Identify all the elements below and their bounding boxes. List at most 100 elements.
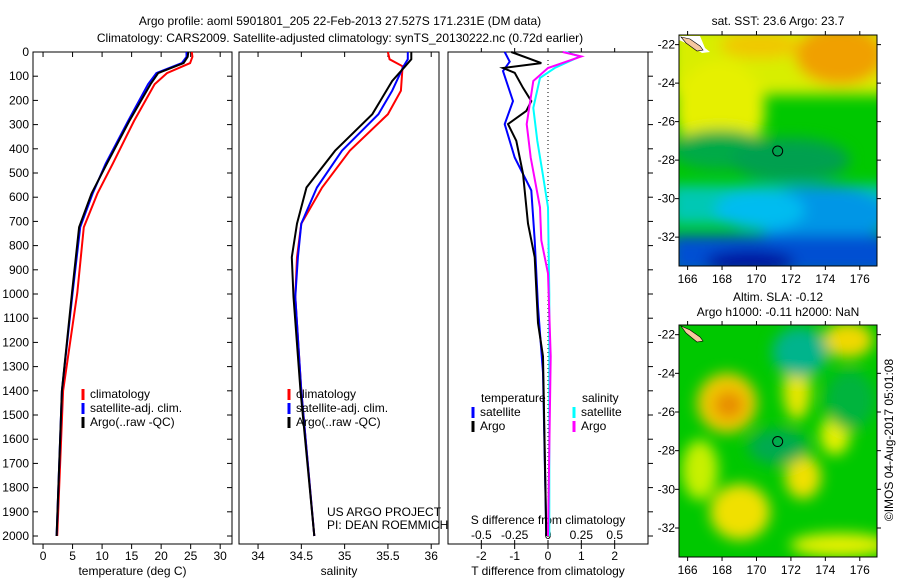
- credit-line-1: US ARGO PROJECT: [327, 505, 442, 519]
- series-argo-raw-qc-: [290, 52, 413, 537]
- lat-tick-label: -26: [658, 115, 676, 129]
- series-argo-raw-qc-: [55, 51, 190, 537]
- plot-frame: [32, 51, 233, 545]
- series-satellite-adj-clim-: [55, 52, 188, 537]
- lat-tick-label: -28: [658, 444, 676, 458]
- x-axis-label: temperature (deg C): [78, 564, 186, 578]
- s-tick-label: 0.25: [570, 528, 594, 542]
- panel-salinity: 34 34.5 35 35.5 36 salinity climatologysatelli…: [238, 51, 440, 578]
- s-tick-label: 0.5: [606, 528, 623, 542]
- sst-field: [679, 35, 877, 266]
- sla-map: Altim. SLA: -0.12 Argo h1000: -0.11 h200…: [658, 290, 881, 577]
- s-tick-label: -0.25: [501, 528, 529, 542]
- y-tick-label: 100: [9, 69, 29, 83]
- series-temperature-satellite: [501, 51, 548, 537]
- lat-tick-label: -28: [658, 153, 676, 167]
- lon-tick-label: 166: [678, 272, 698, 286]
- y-tick-label: 1600: [2, 432, 29, 446]
- legend-label: satellite: [480, 405, 521, 419]
- profile-location-marker: [772, 436, 784, 448]
- lat-tick-label: -24: [658, 76, 676, 90]
- y-tick-label: 1100: [3, 311, 29, 325]
- x-tick-label: 15: [125, 549, 139, 563]
- lat-tick-label: -24: [658, 366, 676, 380]
- profile-panels: 0100200300400500600700800900100011001200…: [2, 45, 653, 578]
- x-tick-label: 0: [545, 549, 552, 563]
- x-tick-label: 1: [578, 549, 585, 563]
- y-tick-label: 400: [9, 142, 29, 156]
- legend-label: satellite: [581, 405, 622, 419]
- y-tick-label: 1500: [2, 408, 29, 422]
- sla-map-title: Altim. SLA: -0.12: [733, 290, 823, 304]
- x-tick-label: 10: [95, 549, 109, 563]
- credit-line-2: PI: DEAN ROEMMICH: [327, 518, 448, 532]
- y-tick-label: 2000: [2, 529, 29, 543]
- title-line-1: Argo profile: aoml 5901801_205 22-Feb-20…: [139, 14, 541, 28]
- plot-frame: [238, 51, 440, 545]
- y-tick-label: 1900: [2, 505, 29, 519]
- y-tick-label: 1700: [2, 456, 29, 470]
- lon-tick-label: 166: [678, 563, 698, 577]
- x-tick-label: 0: [40, 549, 47, 563]
- y-tick-label: 1300: [2, 360, 29, 374]
- series-salinity-satellite: [532, 51, 583, 536]
- lat-tick-label: -30: [658, 482, 676, 496]
- legend-label: climatology: [90, 387, 150, 401]
- y-tick-label: 800: [9, 239, 29, 253]
- sst-map: sat. SST: 23.6 Argo: 23.7 166 168 170 172 17…: [658, 14, 881, 286]
- y-tick-label: 600: [9, 190, 29, 204]
- x-tick-label: -1: [509, 549, 520, 563]
- s-tick-label: -0.5: [471, 528, 492, 542]
- lon-tick-label: 170: [746, 563, 766, 577]
- imos-timestamp: ©IMOS 04-Aug-2017 05:01:08: [882, 359, 896, 522]
- sla-map-axes: 166 168 170 172 174 176 -22 -24 -26 -28 -30 -32: [658, 321, 881, 577]
- sst-map-axes: 166 168 170 172 174 176 -22 -24 -26 -28 -30 -32: [658, 31, 881, 286]
- x-tick-label: 30: [214, 549, 228, 563]
- x-tick-label: 35.5: [376, 549, 400, 563]
- legend-label: climatology: [296, 387, 356, 401]
- lat-tick-label: -32: [658, 521, 676, 535]
- x-tick-label: 5: [69, 549, 76, 563]
- lon-tick-label: 170: [746, 272, 766, 286]
- lon-tick-label: 174: [815, 563, 835, 577]
- y-tick-label: 700: [9, 214, 29, 228]
- y-tick-label: 1400: [2, 384, 29, 398]
- y-tick-label: 1800: [2, 481, 29, 495]
- lon-tick-label: 172: [781, 563, 801, 577]
- lon-tick-label: 176: [850, 272, 870, 286]
- x-tick-label: 20: [154, 549, 168, 563]
- sst-map-title: sat. SST: 23.6 Argo: 23.7: [712, 14, 845, 28]
- x-tick-label: -2: [476, 549, 487, 563]
- lat-tick-label: -26: [658, 405, 676, 419]
- legend-label: satellite-adj. clim.: [296, 401, 388, 415]
- legend-title-salinity: salinity: [582, 391, 619, 405]
- lat-tick-label: -22: [658, 38, 676, 52]
- series-temperature-argo: [499, 51, 548, 537]
- title-line-2: Climatology: CARS2009. Satellite-adjuste…: [97, 31, 583, 45]
- profile-location-marker: [772, 145, 784, 157]
- legend-title-temperature: temperature: [481, 391, 546, 405]
- x-axis-label: salinity: [321, 564, 358, 578]
- x-tick-label: 36: [425, 549, 439, 563]
- x-tick-label: 25: [184, 549, 198, 563]
- lat-tick-label: -32: [658, 230, 676, 244]
- lon-tick-label: 172: [781, 272, 801, 286]
- x-tick-label: 34: [251, 549, 265, 563]
- x-tick-label: 2: [611, 549, 618, 563]
- y-tick-label: 1200: [2, 335, 29, 349]
- y-tick-label: 900: [9, 263, 29, 277]
- lon-tick-label: 168: [712, 272, 732, 286]
- series-satellite-adj-clim-: [294, 52, 409, 537]
- series-climatology: [294, 51, 404, 537]
- y-tick-label: 300: [9, 118, 29, 132]
- legend-label: Argo: [480, 419, 506, 433]
- lon-tick-label: 168: [712, 563, 732, 577]
- x-tick-label: 34.5: [290, 549, 314, 563]
- y-tick-label: 1000: [2, 287, 29, 301]
- series-climatology: [56, 51, 194, 537]
- lat-tick-label: -30: [658, 192, 676, 206]
- legend-label: Argo(..raw -QC): [296, 415, 381, 429]
- y-tick-label: 0: [22, 45, 29, 59]
- series-salinity-argo: [525, 51, 585, 537]
